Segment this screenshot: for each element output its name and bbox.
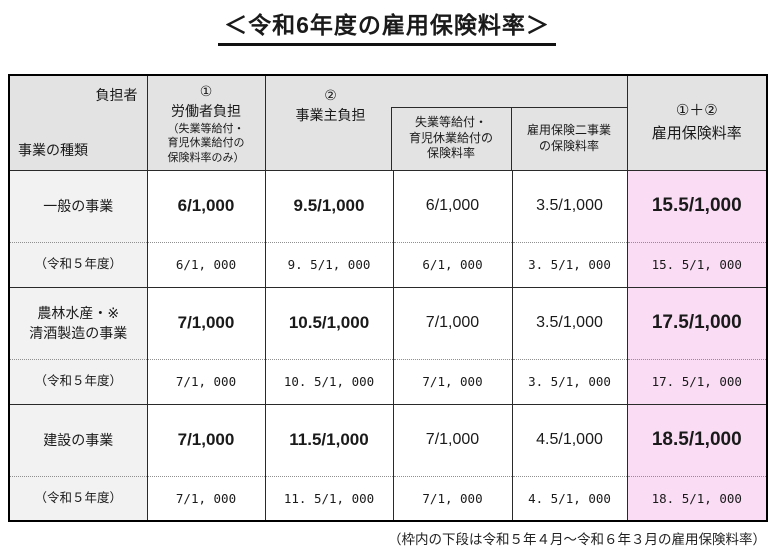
rate-row-construction-prev-year: （令和５年度） 7/1, 000 11. 5/1, 000 7/1, 000 4… [8,476,768,522]
benefit-rate-prev: 7/1, 000 [392,476,513,522]
two-services-rate-prev: 3. 5/1, 000 [511,359,628,405]
header-two-services-rate: 雇用保険二事業 の保険料率 [510,107,627,170]
footnote: （枠内の下段は令和５年４月～令和６年３月の雇用保険料率） [388,532,766,547]
header-benefit-rate: 失業等給付・ 育児休業給付の 保険料率 [409,115,494,161]
row-label-prev-year: （令和５年度） [8,359,148,405]
rate-row-agriculture-prev-year: （令和５年度） 7/1, 000 10. 5/1, 000 7/1, 000 3… [8,359,768,405]
employer-rate: 9.5/1,000 [264,169,394,243]
two-services-rate: 4.5/1,000 [511,403,628,477]
benefit-rate: 7/1,000 [392,403,513,477]
total-rate: 17.5/1,000 [626,286,768,360]
employer-rate-prev: 9. 5/1, 000 [264,242,394,288]
benefit-rate-prev: 6/1, 000 [392,242,513,288]
worker-rate: 6/1,000 [146,169,266,243]
total-rate: 15.5/1,000 [626,169,768,243]
employer-rate-prev: 10. 5/1, 000 [264,359,394,405]
worker-rate-prev: 7/1, 000 [146,359,266,405]
worker-rate: 7/1,000 [146,403,266,477]
header-worker-burden: ① 労働者負担 （失業等給付・ 育児休業給付の 保険料率のみ） [146,74,266,171]
employer-burden-label: ② 事業主負担 [295,87,366,124]
employer-rate: 10.5/1,000 [264,286,394,360]
employer-rate-prev: 11. 5/1, 000 [264,476,394,522]
total-rate-prev: 15. 5/1, 000 [626,242,768,288]
row-label-prev-year: （令和５年度） [8,242,148,288]
worker-burden-label: ① 労働者負担 [171,82,241,119]
corner-label-business-type: 事業の種類 [18,141,88,158]
row-label: 農林水産・※ 清酒製造の事業 [8,286,148,360]
corner-header-cell: 負担者 事業の種類 [8,74,148,171]
benefit-rate: 6/1,000 [392,169,513,243]
total-rate-prev: 18. 5/1, 000 [626,476,768,522]
header-row: 負担者 事業の種類 ① 労働者負担 （失業等給付・ 育児休業給付の 保険料率のみ… [8,74,768,171]
two-services-rate-prev: 4. 5/1, 000 [511,476,628,522]
total-rate-prev: 17. 5/1, 000 [626,359,768,405]
benefit-rate-prev: 7/1, 000 [392,359,513,405]
row-label: 建設の事業 [8,403,148,477]
row-label: 一般の事業 [8,169,148,243]
employer-subheaders: 失業等給付・ 育児休業給付の 保険料率 雇用保険二事業 の保険料率 [390,106,627,170]
insurance-rate-table: 負担者 事業の種類 ① 労働者負担 （失業等給付・ 育児休業給付の 保険料率のみ… [8,74,769,522]
rate-row-agriculture: 農林水産・※ 清酒製造の事業 7/1,000 10.5/1,000 7/1,00… [8,286,768,360]
benefit-rate: 7/1,000 [392,286,513,360]
worker-rate-prev: 6/1, 000 [146,242,266,288]
row-label-prev-year: （令和５年度） [8,476,148,522]
corner-label-payer: 負担者 [95,87,138,103]
page-title: ＜令和6年度の雇用保険料率＞ [218,6,556,46]
employer-rate: 11.5/1,000 [264,403,394,477]
two-services-rate-prev: 3. 5/1, 000 [511,242,628,288]
two-services-rate: 3.5/1,000 [511,286,628,360]
header-employer-burden: ② 事業主負担 失業等給付・ 育児休業給付の 保険料率 雇用保険二事業 の保険料… [264,74,628,171]
two-services-rate: 3.5/1,000 [511,169,628,243]
rate-row-general-prev-year: （令和５年度） 6/1, 000 9. 5/1, 000 6/1, 000 3.… [8,242,768,288]
title-bar: ＜令和6年度の雇用保険料率＞ [0,0,774,46]
total-rate: 18.5/1,000 [626,403,768,477]
worker-rate-prev: 7/1, 000 [146,476,266,522]
worker-rate: 7/1,000 [146,286,266,360]
worker-burden-note: （失業等給付・ 育児休業給付の 保険料率のみ） [167,123,245,164]
rate-row-construction: 建設の事業 7/1,000 11.5/1,000 7/1,000 4.5/1,0… [8,403,768,477]
rate-row-general: 一般の事業 6/1,000 9.5/1,000 6/1,000 3.5/1,00… [8,169,768,243]
header-total-rate: ①＋② 雇用保険料率 [626,74,768,171]
